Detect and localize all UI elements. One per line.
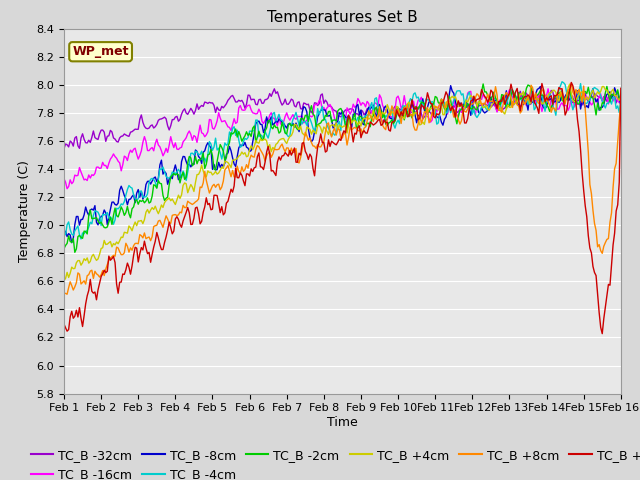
TC_B -4cm — [550, 106, 558, 112]
TC_B -8cm — [617, 101, 625, 107]
TC_B -8cm — [165, 176, 173, 182]
TC_B -32cm — [60, 146, 68, 152]
Title: Temperatures Set B: Temperatures Set B — [267, 10, 418, 25]
Text: WP_met: WP_met — [72, 45, 129, 58]
TC_B -16cm — [165, 143, 173, 148]
TC_B +8cm — [60, 290, 68, 296]
TC_B -32cm — [410, 108, 417, 114]
TC_B -8cm — [379, 112, 387, 118]
TC_B -4cm — [379, 115, 387, 120]
TC_B -4cm — [76, 232, 83, 238]
TC_B +8cm — [617, 99, 625, 105]
Line: TC_B +4cm: TC_B +4cm — [64, 84, 621, 280]
TC_B -2cm — [552, 93, 559, 99]
TC_B +4cm — [60, 277, 68, 283]
TC_B -4cm — [558, 79, 566, 84]
TC_B +12cm — [76, 305, 83, 311]
TC_B -2cm — [379, 115, 387, 120]
TC_B -16cm — [410, 98, 417, 104]
TC_B -2cm — [410, 110, 417, 116]
Line: TC_B -32cm: TC_B -32cm — [64, 89, 621, 149]
TC_B +8cm — [550, 106, 558, 111]
TC_B -2cm — [617, 98, 625, 104]
TC_B -16cm — [379, 103, 387, 108]
TC_B +12cm — [396, 114, 403, 120]
TC_B +12cm — [598, 331, 606, 336]
TC_B -32cm — [379, 120, 387, 125]
TC_B +4cm — [549, 87, 557, 93]
TC_B -8cm — [447, 83, 454, 88]
TC_B -16cm — [552, 100, 559, 106]
TC_B -8cm — [68, 240, 76, 246]
TC_B +8cm — [410, 123, 417, 129]
TC_B -32cm — [164, 123, 172, 129]
TC_B -32cm — [76, 145, 83, 151]
TC_B -32cm — [550, 96, 558, 102]
TC_B -2cm — [77, 234, 85, 240]
Line: TC_B +8cm: TC_B +8cm — [64, 84, 621, 294]
Line: TC_B -16cm: TC_B -16cm — [64, 89, 621, 189]
TC_B +4cm — [566, 81, 573, 87]
TC_B +8cm — [77, 281, 85, 287]
TC_B -16cm — [397, 105, 405, 111]
TC_B -2cm — [71, 250, 79, 255]
TC_B -16cm — [544, 86, 552, 92]
TC_B -8cm — [410, 106, 417, 111]
TC_B -8cm — [397, 116, 405, 122]
TC_B -4cm — [617, 96, 625, 102]
TC_B +8cm — [63, 291, 71, 297]
TC_B +12cm — [408, 97, 416, 103]
TC_B +12cm — [377, 122, 385, 128]
TC_B -2cm — [165, 182, 173, 188]
TC_B -32cm — [271, 86, 278, 92]
TC_B +4cm — [76, 258, 83, 264]
TC_B +12cm — [60, 321, 68, 327]
TC_B +4cm — [408, 107, 416, 113]
TC_B -4cm — [410, 91, 417, 97]
Line: TC_B -8cm: TC_B -8cm — [64, 85, 621, 243]
TC_B -16cm — [617, 101, 625, 107]
TC_B -4cm — [60, 230, 68, 236]
TC_B -8cm — [552, 98, 559, 104]
TC_B -16cm — [77, 169, 85, 175]
TC_B -32cm — [397, 108, 405, 113]
TC_B -4cm — [397, 108, 405, 114]
TC_B +12cm — [549, 101, 557, 107]
TC_B +4cm — [617, 94, 625, 100]
Line: TC_B -2cm: TC_B -2cm — [64, 84, 621, 252]
Legend: TC_B -32cm, TC_B -16cm, TC_B -8cm, TC_B -4cm, TC_B -2cm, TC_B +4cm, TC_B +8cm, T: TC_B -32cm, TC_B -16cm, TC_B -8cm, TC_B … — [26, 444, 640, 480]
TC_B -4cm — [165, 175, 173, 180]
TC_B -32cm — [617, 94, 625, 99]
TC_B +8cm — [165, 220, 173, 226]
TC_B +8cm — [379, 122, 387, 128]
Line: TC_B +12cm: TC_B +12cm — [64, 83, 621, 334]
TC_B -2cm — [60, 246, 68, 252]
TC_B -16cm — [63, 186, 71, 192]
X-axis label: Time: Time — [327, 416, 358, 429]
Y-axis label: Temperature (C): Temperature (C) — [18, 160, 31, 262]
TC_B -16cm — [60, 176, 68, 181]
TC_B -4cm — [77, 236, 85, 242]
TC_B -8cm — [60, 230, 68, 236]
TC_B +12cm — [568, 80, 575, 85]
TC_B +4cm — [377, 113, 385, 119]
TC_B +12cm — [617, 85, 625, 91]
TC_B -8cm — [77, 216, 85, 222]
TC_B -2cm — [479, 81, 487, 87]
TC_B +8cm — [568, 81, 575, 86]
TC_B -2cm — [397, 110, 405, 116]
TC_B +12cm — [164, 227, 172, 233]
Line: TC_B -4cm: TC_B -4cm — [64, 82, 621, 239]
TC_B +4cm — [396, 112, 403, 118]
TC_B +4cm — [164, 196, 172, 202]
TC_B +8cm — [397, 120, 405, 126]
